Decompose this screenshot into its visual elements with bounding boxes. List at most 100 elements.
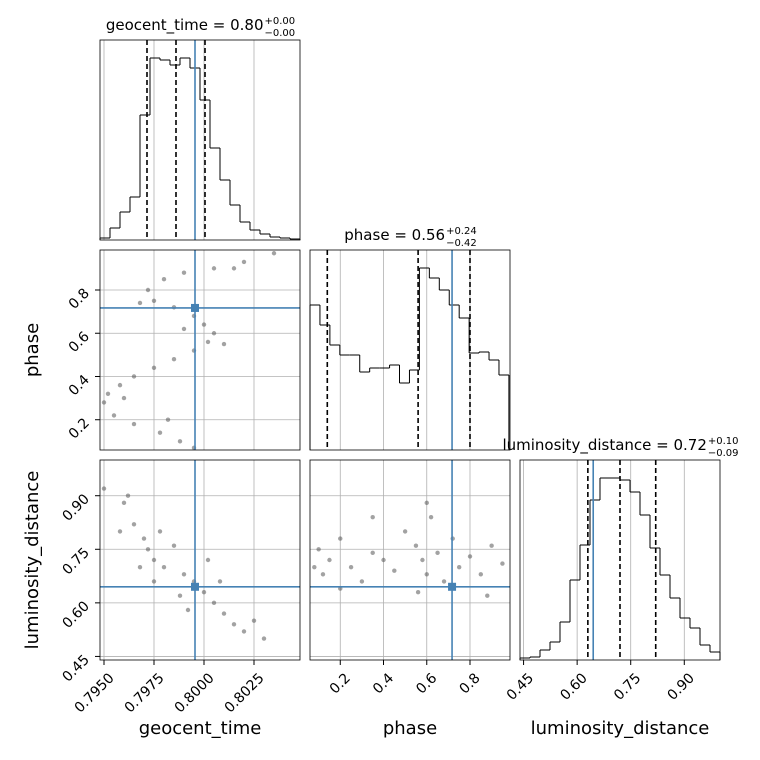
sample-point: [101, 486, 107, 491]
title-minus: −0.42: [446, 238, 477, 249]
sample-point: [467, 554, 473, 559]
sample-point: [211, 266, 217, 271]
x-axis-label: luminosity_distance: [531, 718, 710, 739]
sample-point: [205, 557, 211, 563]
y-axis-label: phase: [22, 323, 43, 377]
panel-frame: [309, 459, 511, 661]
sample-point: [241, 259, 247, 265]
sample-point: [441, 579, 447, 584]
y-axis-label: luminosity_distance: [22, 471, 43, 650]
sample-point: [111, 413, 117, 418]
x-tick-label: 0.4: [370, 670, 397, 697]
truth-marker: [448, 582, 457, 591]
sample-point: [201, 589, 207, 595]
panel-title: luminosity_distance = 0.72: [502, 436, 706, 455]
panel-frame: [309, 249, 511, 451]
x-tick-label: 0.75: [611, 670, 644, 703]
panel-title: phase = 0.56: [344, 226, 445, 244]
sample-point: [424, 500, 429, 506]
sample-point: [131, 421, 137, 427]
x-tick-label: 0.6: [413, 670, 440, 697]
sample-point: [117, 529, 123, 534]
sample-point: [125, 493, 131, 498]
title-minus: −0.00: [265, 28, 296, 39]
panel-frame: [519, 459, 721, 661]
x-tick-label: 0.7975: [122, 670, 168, 716]
sample-point: [221, 611, 227, 616]
sample-point: [435, 550, 440, 556]
y-tick-label: 0.75: [59, 545, 92, 578]
y-tick-label: 0.2: [66, 415, 93, 442]
sample-point: [145, 547, 151, 552]
sample-point: [485, 593, 490, 598]
sample-point: [151, 557, 157, 563]
title-plus: +0.24: [446, 226, 477, 237]
sample-point: [161, 564, 167, 570]
sample-point: [402, 529, 408, 534]
sample-point: [370, 550, 375, 556]
x-axis-label: phase: [383, 718, 437, 739]
x-tick-label: 0.8: [457, 670, 484, 697]
sample-point: [137, 564, 143, 570]
panel-frame: [99, 39, 301, 241]
title-minus: −0.09: [708, 448, 739, 459]
sample-point: [456, 564, 462, 570]
sample-point: [157, 529, 163, 534]
panel-title: geocent_time = 0.80: [106, 16, 264, 35]
sample-point: [117, 382, 123, 388]
x-tick-label: 0.2: [327, 670, 354, 697]
sample-point: [151, 365, 157, 371]
sample-point: [211, 331, 217, 336]
sample-point: [205, 339, 211, 345]
sample-point: [131, 522, 137, 527]
sample-point: [201, 322, 207, 327]
truth-marker: [191, 303, 199, 312]
sample-point: [217, 579, 223, 584]
sample-point: [181, 270, 187, 275]
sample-point: [241, 629, 247, 634]
sample-point: [171, 543, 177, 548]
sample-point: [177, 439, 183, 444]
sample-point: [415, 589, 421, 595]
sample-point: [392, 568, 397, 573]
x-tick-label: 0.90: [665, 670, 698, 703]
sample-point: [381, 557, 386, 563]
sample-point: [271, 251, 277, 256]
sample-point: [338, 536, 343, 541]
panel-frame: [99, 249, 301, 451]
sample-point: [171, 356, 177, 362]
sample-point: [312, 564, 317, 570]
sample-point: [500, 561, 505, 566]
sample-point: [348, 564, 354, 570]
sample-point: [145, 287, 151, 293]
sample-point: [370, 514, 375, 520]
sample-point: [137, 300, 143, 306]
sample-point: [320, 572, 326, 577]
title-plus: +0.00: [265, 16, 296, 27]
sample-point: [101, 400, 107, 405]
sample-point: [165, 417, 171, 422]
sample-point: [185, 607, 191, 613]
sample-point: [327, 557, 332, 563]
sample-point: [489, 543, 494, 548]
y-tick-label: 0.60: [59, 598, 92, 631]
sample-point: [261, 636, 267, 641]
sample-point: [157, 430, 163, 435]
sample-point: [181, 326, 187, 332]
truth-marker: [191, 582, 199, 591]
panel-frame: [99, 459, 301, 661]
sample-point: [424, 572, 429, 577]
sample-point: [151, 579, 157, 584]
sample-point: [478, 572, 484, 577]
sample-point: [131, 374, 137, 379]
y-tick-label: 0.45: [59, 652, 92, 685]
sample-point: [105, 391, 111, 396]
x-axis-label: geocent_time: [139, 718, 262, 739]
sample-point: [211, 600, 217, 606]
sample-point: [181, 572, 187, 577]
x-tick-label: 0.45: [504, 670, 537, 703]
sample-point: [177, 593, 183, 598]
sample-point: [420, 557, 425, 563]
y-tick-label: 0.8: [66, 286, 93, 313]
